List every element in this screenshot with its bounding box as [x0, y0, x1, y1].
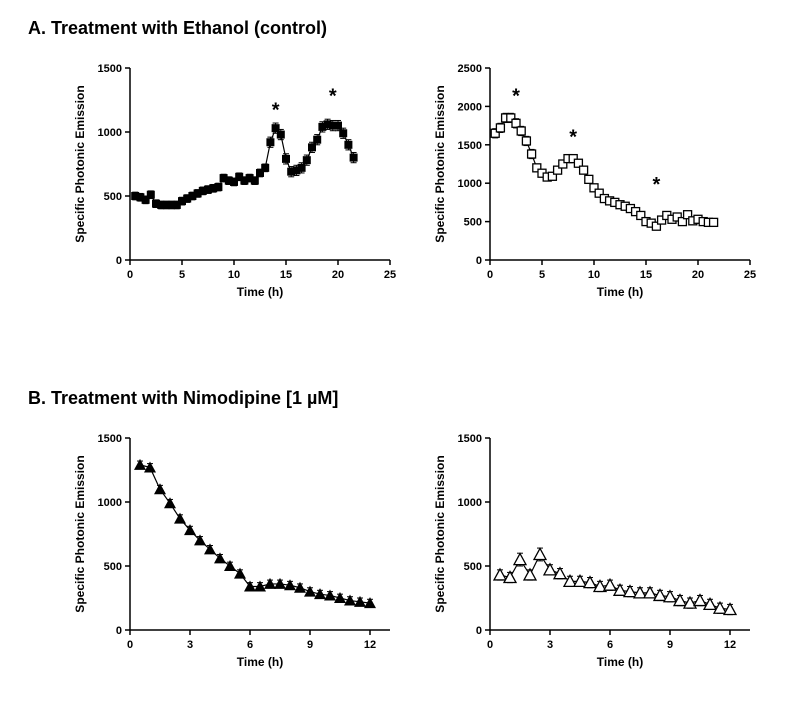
svg-text:0: 0 — [116, 255, 122, 267]
svg-text:2500: 2500 — [458, 63, 482, 75]
svg-text:500: 500 — [464, 561, 482, 573]
svg-text:3: 3 — [547, 639, 553, 651]
svg-text:1500: 1500 — [458, 433, 482, 445]
svg-text:25: 25 — [384, 269, 396, 281]
svg-text:1500: 1500 — [98, 433, 122, 445]
svg-text:500: 500 — [464, 217, 482, 229]
svg-text:Specific Photonic Emission: Specific Photonic Emission — [433, 455, 447, 612]
svg-text:Specific Photonic Emission: Specific Photonic Emission — [73, 455, 87, 612]
svg-text:0: 0 — [476, 255, 482, 267]
chart-b-right: 0 500 1000 1500 0 3 6 9 12 Time (h) Specific Photo… — [430, 418, 760, 678]
svg-text:0: 0 — [476, 625, 482, 637]
svg-text:9: 9 — [307, 639, 313, 651]
svg-text:Time (h): Time (h) — [597, 285, 643, 299]
chart-a-left: 0 500 1000 1500 0 5 10 15 20 25 Time (h) Specific P… — [70, 48, 400, 308]
svg-text:5: 5 — [179, 269, 185, 281]
svg-text:Specific Photonic Emission: Specific Photonic Emission — [73, 85, 87, 242]
svg-text:5: 5 — [539, 269, 545, 281]
svg-text:20: 20 — [692, 269, 704, 281]
panel-b-title: B. Treatment with Nimodipine [1 µM] — [28, 388, 338, 409]
svg-text:*: * — [512, 86, 520, 108]
svg-text:20: 20 — [332, 269, 344, 281]
svg-text:Time (h): Time (h) — [237, 655, 283, 669]
svg-text:1000: 1000 — [458, 178, 482, 190]
svg-text:0: 0 — [127, 639, 133, 651]
svg-text:Specific Photonic Emission: Specific Photonic Emission — [433, 85, 447, 242]
svg-text:*: * — [653, 174, 661, 196]
chart-a-right: 0 500 1000 1500 2000 2500 0 5 10 15 20 25 Time (h) Sp… — [430, 48, 760, 308]
svg-text:*: * — [569, 126, 577, 148]
svg-text:1000: 1000 — [98, 127, 122, 139]
svg-text:*: * — [329, 86, 337, 108]
svg-text:12: 12 — [724, 639, 736, 651]
svg-text:Time (h): Time (h) — [237, 285, 283, 299]
svg-text:10: 10 — [228, 269, 240, 281]
svg-text:1500: 1500 — [458, 140, 482, 152]
svg-text:1500: 1500 — [98, 63, 122, 75]
svg-text:0: 0 — [487, 639, 493, 651]
chart-b-left: 0 500 1000 1500 0 3 6 9 12 Time (h) Specific Photo… — [70, 418, 400, 678]
svg-text:0: 0 — [127, 269, 133, 281]
svg-text:1000: 1000 — [458, 497, 482, 509]
svg-text:0: 0 — [487, 269, 493, 281]
svg-text:6: 6 — [247, 639, 253, 651]
svg-text:0: 0 — [116, 625, 122, 637]
svg-text:9: 9 — [667, 639, 673, 651]
svg-text:3: 3 — [187, 639, 193, 651]
svg-text:*: * — [272, 100, 280, 122]
panel-a-title: A. Treatment with Ethanol (control) — [28, 18, 327, 39]
svg-text:500: 500 — [104, 561, 122, 573]
svg-text:12: 12 — [364, 639, 376, 651]
svg-text:6: 6 — [607, 639, 613, 651]
svg-text:15: 15 — [640, 269, 652, 281]
svg-text:25: 25 — [744, 269, 756, 281]
svg-text:Time (h): Time (h) — [597, 655, 643, 669]
svg-text:10: 10 — [588, 269, 600, 281]
svg-text:1000: 1000 — [98, 497, 122, 509]
svg-text:15: 15 — [280, 269, 292, 281]
svg-text:2000: 2000 — [458, 101, 482, 113]
svg-text:500: 500 — [104, 191, 122, 203]
